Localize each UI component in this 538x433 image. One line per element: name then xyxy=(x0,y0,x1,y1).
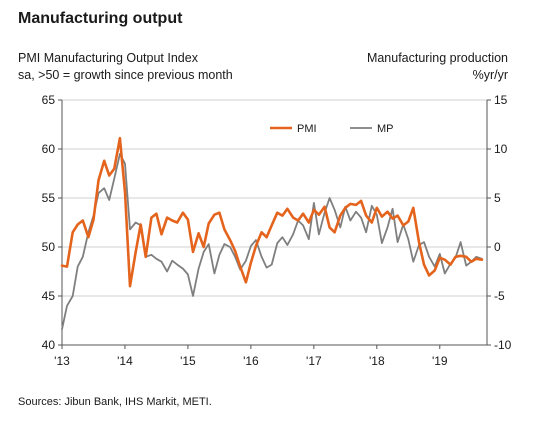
left-tick-label: 55 xyxy=(42,191,56,205)
series-line-mp xyxy=(61,152,483,331)
chart-title: Manufacturing output xyxy=(18,10,183,27)
left-axis-title-line1: PMI Manufacturing Output Index xyxy=(18,51,198,65)
x-tick-label: '13 xyxy=(54,354,70,368)
right-tick-label: 0 xyxy=(494,240,501,254)
left-axis-title: PMI Manufacturing Output Index sa, >50 =… xyxy=(18,50,233,84)
right-tick-label: -10 xyxy=(494,338,512,352)
x-tick-label: '17 xyxy=(306,354,322,368)
x-tick-label: '14 xyxy=(117,354,133,368)
right-tick-label: 10 xyxy=(494,142,508,156)
right-axis-title: Manufacturing production %yr/yr xyxy=(367,50,508,84)
source-note: Sources: Jibun Bank, IHS Markit, METI. xyxy=(18,396,212,408)
right-tick-label: 15 xyxy=(494,93,508,107)
x-tick-label: '16 xyxy=(243,354,259,368)
right-axis-title-line2: %yr/yr xyxy=(472,68,508,82)
x-tick-label: '18 xyxy=(369,354,385,368)
left-axis-title-line2: sa, >50 = growth since previous month xyxy=(18,68,233,82)
right-tick-label: 5 xyxy=(494,191,501,205)
left-tick-label: 65 xyxy=(42,93,56,107)
left-tick-label: 50 xyxy=(42,240,56,254)
legend-label-pmi: PMI xyxy=(297,123,317,135)
right-tick-label: -5 xyxy=(494,289,505,303)
x-tick-label: '15 xyxy=(180,354,196,368)
left-tick-label: 45 xyxy=(42,289,56,303)
legend-label-mp: MP xyxy=(377,123,394,135)
left-tick-label: 40 xyxy=(42,338,56,352)
x-tick-label: '19 xyxy=(432,354,448,368)
series-line-pmi xyxy=(60,136,484,288)
right-axis-title-line1: Manufacturing production xyxy=(366,51,508,65)
left-tick-label: 60 xyxy=(42,142,56,156)
